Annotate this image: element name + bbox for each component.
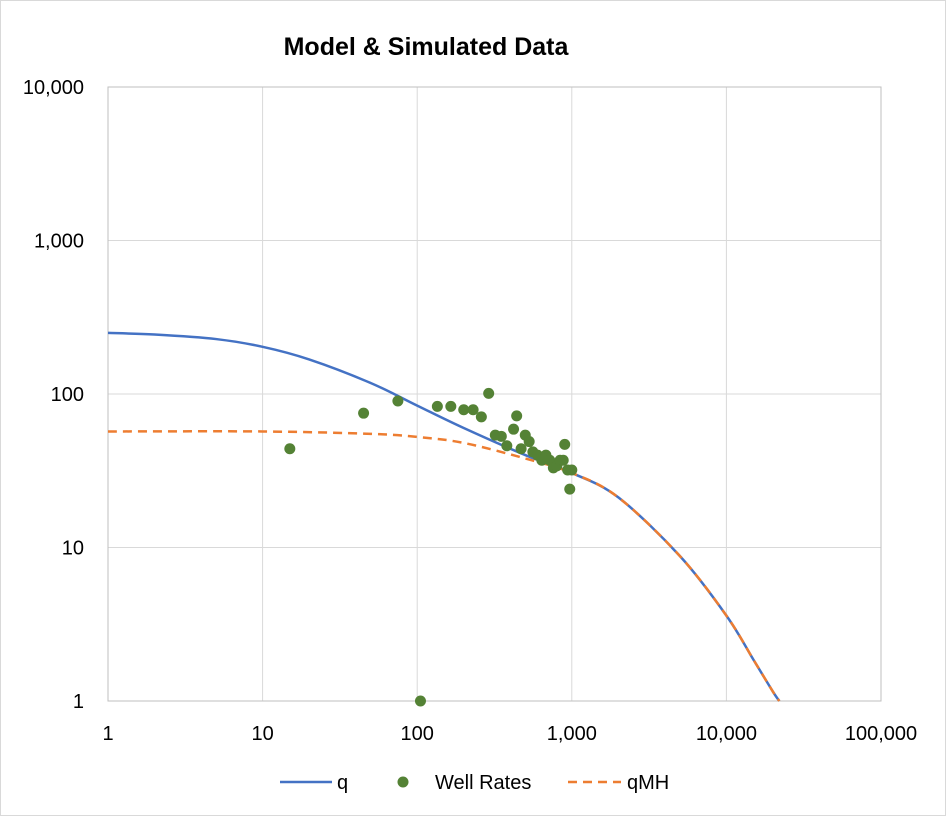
well-rate-point bbox=[445, 400, 457, 412]
well-rate-point bbox=[431, 400, 443, 412]
legend-q-label: q bbox=[337, 772, 348, 794]
y-tick-label: 100 bbox=[51, 384, 84, 406]
well-rate-point bbox=[467, 404, 479, 416]
well-rate-point bbox=[523, 436, 535, 448]
well-rate-point bbox=[414, 695, 426, 707]
x-tick-label: 1 bbox=[102, 723, 113, 745]
well-rate-point bbox=[392, 395, 404, 407]
well-rate-point bbox=[566, 464, 578, 476]
y-tick-label: 1 bbox=[73, 691, 84, 713]
well-rate-point bbox=[495, 430, 507, 442]
series-line-qmh bbox=[107, 430, 781, 702]
series-line-q bbox=[107, 331, 781, 702]
y-axis-ticks: 1 10 100 1,000 10,000 bbox=[23, 77, 84, 713]
well-rate-point bbox=[508, 423, 520, 435]
chart-title: Model & Simulated Data bbox=[284, 33, 570, 61]
y-tick-label: 10 bbox=[62, 538, 84, 560]
legend: q Well Rates qMH bbox=[280, 772, 669, 794]
well-rate-point bbox=[515, 443, 527, 455]
legend-qmh-label: qMH bbox=[627, 772, 669, 794]
well-rate-point bbox=[284, 443, 296, 455]
well-rate-point bbox=[559, 438, 571, 450]
y-tick-label: 10,000 bbox=[23, 77, 84, 99]
x-tick-label: 100 bbox=[401, 723, 434, 745]
gridlines bbox=[107, 86, 882, 702]
series-layer bbox=[107, 331, 781, 707]
x-tick-label: 100,000 bbox=[845, 723, 917, 745]
y-tick-label: 1,000 bbox=[34, 231, 84, 253]
well-rate-point bbox=[458, 404, 470, 416]
well-rate-point bbox=[358, 407, 370, 419]
plot-area-border bbox=[107, 86, 882, 702]
x-tick-label: 1,000 bbox=[547, 723, 597, 745]
well-rate-point bbox=[511, 410, 523, 422]
well-rate-point bbox=[557, 454, 569, 466]
x-axis-ticks: 1 10 100 1,000 10,000 100,000 bbox=[102, 723, 917, 745]
well-rate-point bbox=[501, 440, 513, 452]
well-rate-point bbox=[483, 387, 495, 399]
x-tick-label: 10,000 bbox=[696, 723, 757, 745]
well-rate-point bbox=[475, 411, 487, 423]
legend-well-rates-label: Well Rates bbox=[435, 772, 531, 794]
well-rate-point bbox=[564, 483, 576, 495]
legend-well-rates-swatch bbox=[397, 776, 409, 788]
x-tick-label: 10 bbox=[251, 723, 273, 745]
